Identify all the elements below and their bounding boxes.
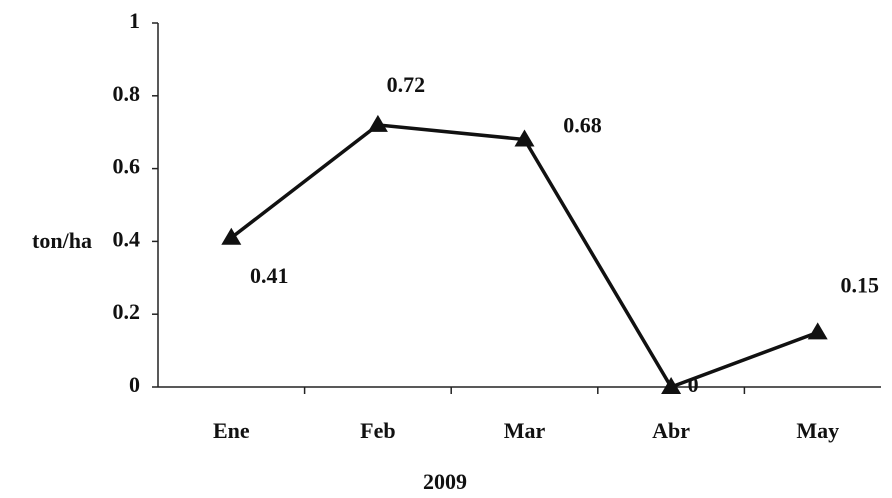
y-tick-label: 0.6 bbox=[113, 154, 141, 179]
marker bbox=[514, 129, 535, 147]
y-tick-label: 0.4 bbox=[113, 226, 141, 251]
y-tick-label: 0.2 bbox=[113, 299, 141, 324]
data-label: 0.68 bbox=[563, 113, 602, 138]
x-tick-label: Feb bbox=[360, 418, 395, 443]
marker bbox=[367, 114, 388, 132]
x-tick-label: Mar bbox=[504, 418, 546, 443]
y-tick-label: 1 bbox=[129, 8, 140, 33]
data-line bbox=[230, 123, 819, 390]
marker bbox=[661, 377, 682, 394]
data-label: 0.15 bbox=[840, 272, 879, 297]
x-axis-label: 2009 bbox=[423, 469, 467, 494]
marker bbox=[807, 322, 828, 340]
marker bbox=[221, 227, 242, 245]
data-label: 0 bbox=[688, 372, 699, 397]
y-tick-label: 0.8 bbox=[113, 81, 141, 106]
x-tick-label: May bbox=[796, 418, 839, 443]
x-tick-label: Ene bbox=[213, 418, 250, 443]
y-axis-label: ton/ha bbox=[32, 228, 92, 253]
x-tick-label: Abr bbox=[652, 418, 690, 443]
y-tick-label: 0 bbox=[129, 372, 140, 397]
data-label: 0.41 bbox=[250, 263, 289, 288]
data-label: 0.72 bbox=[387, 72, 426, 97]
